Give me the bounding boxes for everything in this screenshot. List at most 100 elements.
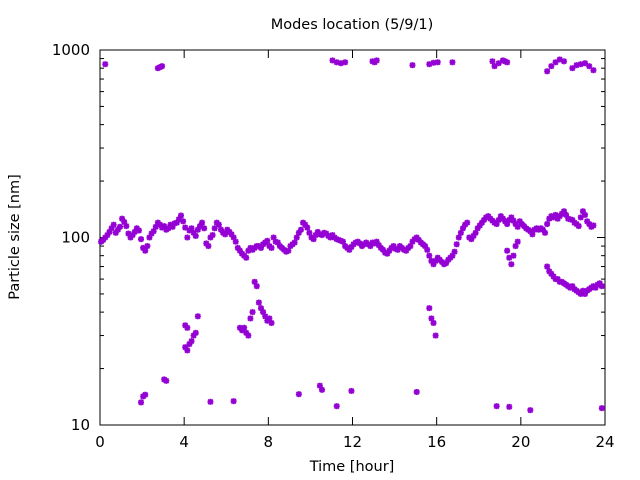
data-point: [205, 243, 212, 250]
data-point: [493, 403, 500, 410]
data-point: [544, 221, 551, 228]
data-point: [430, 319, 437, 326]
data-point: [102, 61, 109, 68]
data-point: [434, 59, 441, 66]
data-point: [318, 386, 325, 393]
data-point: [192, 329, 199, 336]
data-point: [123, 223, 130, 230]
data-point: [371, 59, 378, 66]
x-tick-label: 8: [264, 433, 274, 451]
data-point: [569, 65, 576, 72]
data-point: [348, 387, 355, 394]
data-point: [243, 254, 250, 261]
data-point: [138, 236, 145, 243]
data-point: [455, 234, 462, 241]
y-minor-ticks: [100, 58, 605, 370]
x-tick-label: 24: [595, 433, 614, 451]
data-point: [451, 248, 458, 255]
data-point: [178, 212, 185, 219]
data-point: [295, 391, 302, 398]
data-point: [188, 338, 195, 345]
data-point: [489, 58, 496, 65]
data-point: [199, 219, 206, 226]
data-point: [209, 232, 216, 239]
x-tick-label: 12: [343, 433, 362, 451]
x-tick-label: 16: [427, 433, 446, 451]
data-point: [582, 211, 589, 218]
data-point: [135, 227, 142, 234]
data-point: [192, 232, 199, 239]
data-point: [180, 218, 187, 225]
data-point: [110, 221, 117, 228]
data-point: [230, 398, 237, 405]
data-point: [268, 244, 275, 251]
data-point: [304, 224, 311, 231]
data-point: [514, 238, 521, 245]
data-point: [544, 263, 551, 270]
data-point: [201, 225, 208, 232]
data-point: [293, 234, 300, 241]
x-axis-label: Time [hour]: [309, 459, 395, 475]
data-point: [184, 347, 191, 354]
data-point: [184, 324, 191, 331]
data-point: [510, 252, 517, 259]
data-point: [232, 238, 239, 245]
data-point: [552, 59, 559, 66]
data-point: [163, 377, 170, 384]
y-tick-label: 1000: [52, 41, 90, 59]
data-points: [98, 56, 605, 414]
data-point: [274, 239, 281, 246]
data-point: [544, 68, 551, 75]
data-point: [582, 60, 589, 67]
chart-title: Modes location (5/9/1): [271, 17, 434, 33]
data-point: [409, 62, 416, 69]
x-axis-ticks: 0 4 8 12 16 20 24: [95, 50, 615, 451]
data-point: [268, 319, 275, 326]
y-axis-label: Particle size [nm]: [7, 174, 23, 300]
data-point: [333, 403, 340, 410]
data-point: [159, 63, 166, 70]
data-point: [306, 229, 313, 236]
data-point: [590, 67, 597, 74]
data-point: [426, 305, 433, 312]
data-point: [249, 309, 256, 316]
data-point: [598, 283, 605, 290]
data-point: [245, 332, 252, 339]
data-point: [264, 237, 271, 244]
data-point: [514, 223, 521, 230]
plot-area-border: [99, 49, 606, 426]
data-point: [236, 324, 243, 331]
data-point: [184, 234, 191, 241]
data-point: [144, 243, 151, 250]
data-point: [575, 223, 582, 230]
data-point: [577, 214, 584, 221]
data-point: [508, 261, 515, 268]
data-point: [215, 221, 222, 228]
data-point: [504, 247, 511, 254]
data-point: [255, 299, 262, 306]
data-point: [138, 399, 145, 406]
data-point: [504, 59, 511, 66]
data-point: [207, 398, 214, 405]
x-tick-label: 4: [179, 433, 189, 451]
y-tick-label: 100: [61, 229, 90, 247]
y-tick-label: 10: [71, 416, 90, 434]
data-point: [142, 247, 149, 254]
data-point: [449, 59, 456, 66]
data-point: [432, 332, 439, 339]
data-point: [548, 63, 555, 70]
data-point: [453, 241, 460, 248]
data-point: [527, 407, 534, 414]
data-point: [247, 315, 254, 322]
data-point: [211, 225, 218, 232]
x-tick-label: 20: [511, 433, 530, 451]
data-point: [285, 247, 292, 254]
data-point: [424, 246, 431, 253]
data-point: [253, 283, 260, 290]
data-point: [598, 405, 605, 412]
data-point: [413, 388, 420, 395]
data-point: [560, 58, 567, 65]
data-point: [590, 222, 597, 229]
data-point: [342, 59, 349, 66]
